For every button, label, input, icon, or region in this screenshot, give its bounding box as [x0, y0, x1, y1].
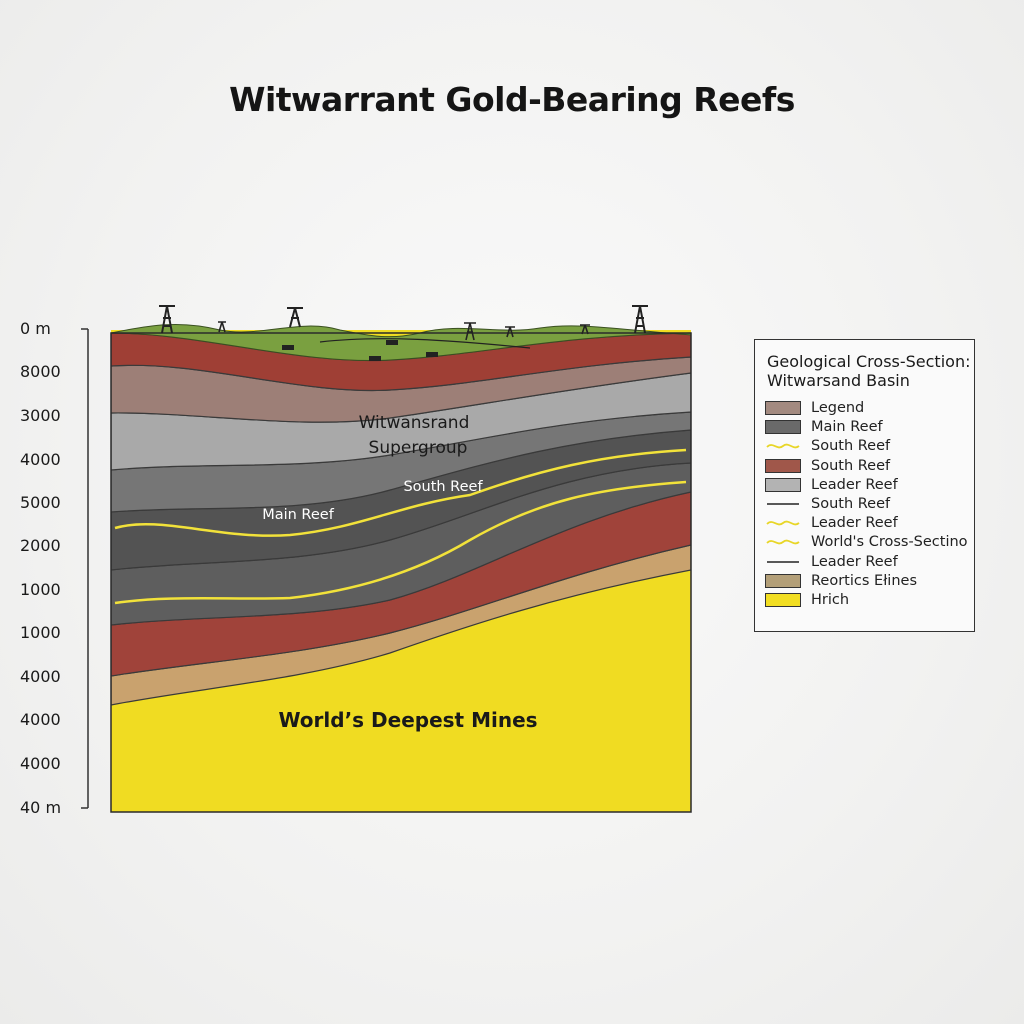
legend-label: Leader Reef [811, 477, 898, 493]
supergroup-label: Supergroup [369, 438, 468, 458]
legend-box: Geological Cross-Section: Witwarsand Bas… [754, 339, 975, 632]
supergroup-label: Witwansrand [359, 413, 470, 433]
legend-swatch [765, 459, 801, 473]
legend-item: Leader Reef [765, 554, 898, 570]
main-reef-label: Main Reef [262, 507, 334, 523]
legend-item: South Reef [765, 438, 890, 454]
legend-item: World's Cross-Sectino [765, 534, 968, 550]
legend-label: Leader Reef [811, 515, 898, 531]
legend-line-swatch [765, 555, 801, 569]
legend-swatch [765, 593, 801, 607]
legend-item: Leader Reef [765, 477, 898, 493]
depth-axis [81, 329, 88, 808]
legend-label: World's Cross-Sectino [811, 534, 968, 550]
legend-item: Hrich [765, 592, 849, 608]
legend-label: South Reef [811, 458, 890, 474]
legend-item: Leader Reef [765, 515, 898, 531]
legend-swatch [765, 478, 801, 492]
legend-item: Main Reef [765, 419, 883, 435]
legend-label: South Reef [811, 438, 890, 454]
legend-swatch [765, 574, 801, 588]
legend-label: Main Reef [811, 419, 883, 435]
legend-label: Hrich [811, 592, 849, 608]
legend-label: Leader Reef [811, 554, 898, 570]
legend-swatch [765, 420, 801, 434]
legend-wave-swatch [765, 439, 801, 453]
legend-label: Reortics Ełines [811, 573, 917, 589]
legend-label: Legend [811, 400, 864, 416]
legend-wave-swatch [765, 516, 801, 530]
legend-swatch [765, 401, 801, 415]
legend-title-line: Witwarsand Basin [767, 371, 972, 390]
legend-item: Reortics Ełines [765, 573, 917, 589]
legend-item: Legend [765, 400, 864, 416]
legend-item: South Reef [765, 458, 890, 474]
legend-line-swatch [765, 497, 801, 511]
legend-title: Geological Cross-Section: Witwarsand Bas… [767, 352, 972, 390]
legend-wave-swatch [765, 535, 801, 549]
south-reef-label: South Reef [403, 479, 483, 495]
legend-title-line: Geological Cross-Section: [767, 352, 972, 371]
deepest-mines-label: World’s Deepest Mines [278, 708, 537, 732]
legend-item: South Reef [765, 496, 890, 512]
legend-label: South Reef [811, 496, 890, 512]
